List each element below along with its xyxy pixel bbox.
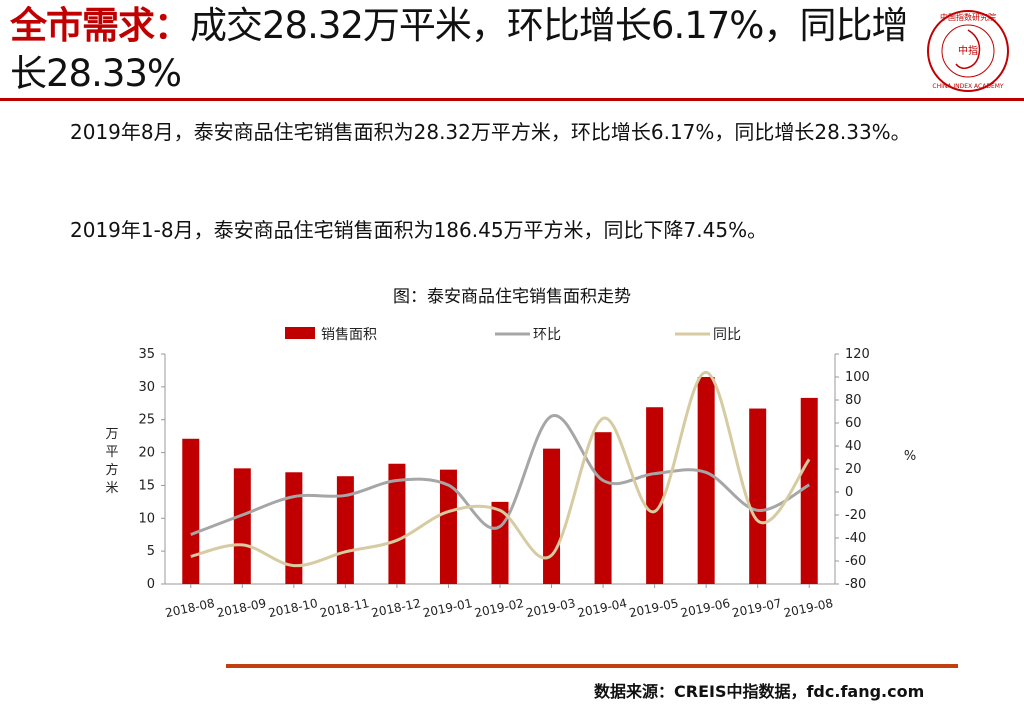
y-tick-label: 10 (138, 511, 155, 526)
svg-text:中国指数研究院: 中国指数研究院 (940, 12, 996, 22)
x-tick-label: 2018-10 (267, 596, 319, 620)
paragraph-monthly: 2019年8月，泰安商品住宅销售面积为28.32万平方米，环比增长6.17%，同… (70, 120, 911, 144)
y2-tick-label: -40 (845, 531, 866, 546)
legend-label-sales-area: 销售面积 (321, 327, 377, 343)
x-tick-label: 2019-01 (422, 596, 474, 620)
line-tongbi (190, 370, 811, 568)
y-tick-label: 5 (147, 544, 155, 559)
bar-sales-area (697, 377, 715, 584)
chart-title: 图：泰安商品住宅销售面积走势 (393, 287, 631, 307)
x-tick-label: 2018-09 (215, 596, 267, 620)
y-axis-title-char: 米 (105, 481, 118, 496)
y-tick-label: 0 (147, 577, 155, 592)
y-tick-label: 30 (138, 380, 155, 395)
bar-sales-area (594, 432, 612, 584)
x-tick-label: 2019-02 (473, 596, 525, 620)
y2-tick-label: 100 (845, 370, 870, 385)
y2-tick-label: -20 (845, 508, 866, 523)
y-axis-title-char: 平 (105, 445, 118, 460)
x-tick-label: 2018-12 (370, 596, 422, 620)
data-source: 数据来源：CREIS中指数据，fdc.fang.com (594, 682, 925, 701)
x-tick-label: 2019-04 (576, 596, 628, 620)
legend-label-huanbi: 环比 (533, 327, 561, 343)
y-tick-label: 15 (138, 478, 155, 493)
title-rule (0, 98, 1024, 101)
x-tick-label: 2019-05 (628, 596, 680, 620)
bar-sales-area (800, 397, 818, 584)
x-tick-label: 2019-08 (782, 596, 834, 620)
x-tick-label: 2019-06 (679, 596, 731, 620)
y2-tick-label: 120 (845, 347, 870, 362)
title-text: 成交28.32万平米，环比增长6.17%，同比增长28.33% (10, 4, 908, 95)
bar-sales-area (646, 407, 664, 584)
bar-sales-area (749, 408, 767, 584)
y-axis-title-char: 万 (105, 427, 118, 442)
bar-sales-area (439, 469, 457, 584)
title-highlight: 全市需求： (10, 4, 191, 47)
sales-area-chart: 0 5 10 15 20 25 30 35 -80 -60 -40 -20 0 20 40 60 80 100 12… (105, 327, 916, 620)
y-axis-title-char: 方 (105, 462, 118, 478)
bar-sales-area (388, 463, 406, 584)
bar-sales-area (182, 438, 200, 584)
y-tick-label: 35 (138, 347, 155, 362)
bar-sales-area (233, 468, 251, 584)
x-tick-label: 2019-07 (731, 596, 783, 620)
y2-tick-label: 60 (845, 416, 862, 431)
y2-tick-label: 80 (845, 393, 862, 408)
slide-title: 全市需求：成交28.32万平米，环比增长6.17%，同比增长28.33% (10, 2, 910, 98)
y-tick-label: 25 (138, 413, 155, 428)
bar-sales-area (543, 448, 561, 584)
y2-tick-label: -80 (845, 577, 866, 592)
y2-tick-label: 0 (845, 485, 853, 500)
svg-text:中指: 中指 (958, 44, 978, 57)
paragraph-ytd: 2019年1-8月，泰安商品住宅销售面积为186.45万平方米，同比下降7.45… (70, 218, 768, 242)
x-tick-label: 2018-11 (319, 596, 371, 620)
y2-axis-title: % (904, 449, 916, 464)
bar-sales-area (285, 472, 303, 584)
svg-text:CHINA INDEX ACADEMY: CHINA INDEX ACADEMY (932, 83, 1004, 90)
x-tick-label: 2018-08 (164, 596, 216, 620)
y-tick-label: 20 (138, 446, 155, 461)
bar-sales-area (336, 476, 354, 584)
legend-swatch-sales-area (285, 327, 315, 339)
y2-tick-label: 20 (845, 462, 862, 477)
x-tick-label: 2019-03 (525, 596, 577, 620)
legend-label-tongbi: 同比 (713, 327, 741, 343)
source-rule (226, 664, 958, 668)
y2-tick-label: -60 (845, 554, 866, 569)
y2-tick-label: 40 (845, 439, 862, 454)
line-huanbi (190, 414, 810, 536)
china-index-academy-logo: 中指 中国指数研究院 CHINA INDEX ACADEMY (927, 10, 1009, 92)
